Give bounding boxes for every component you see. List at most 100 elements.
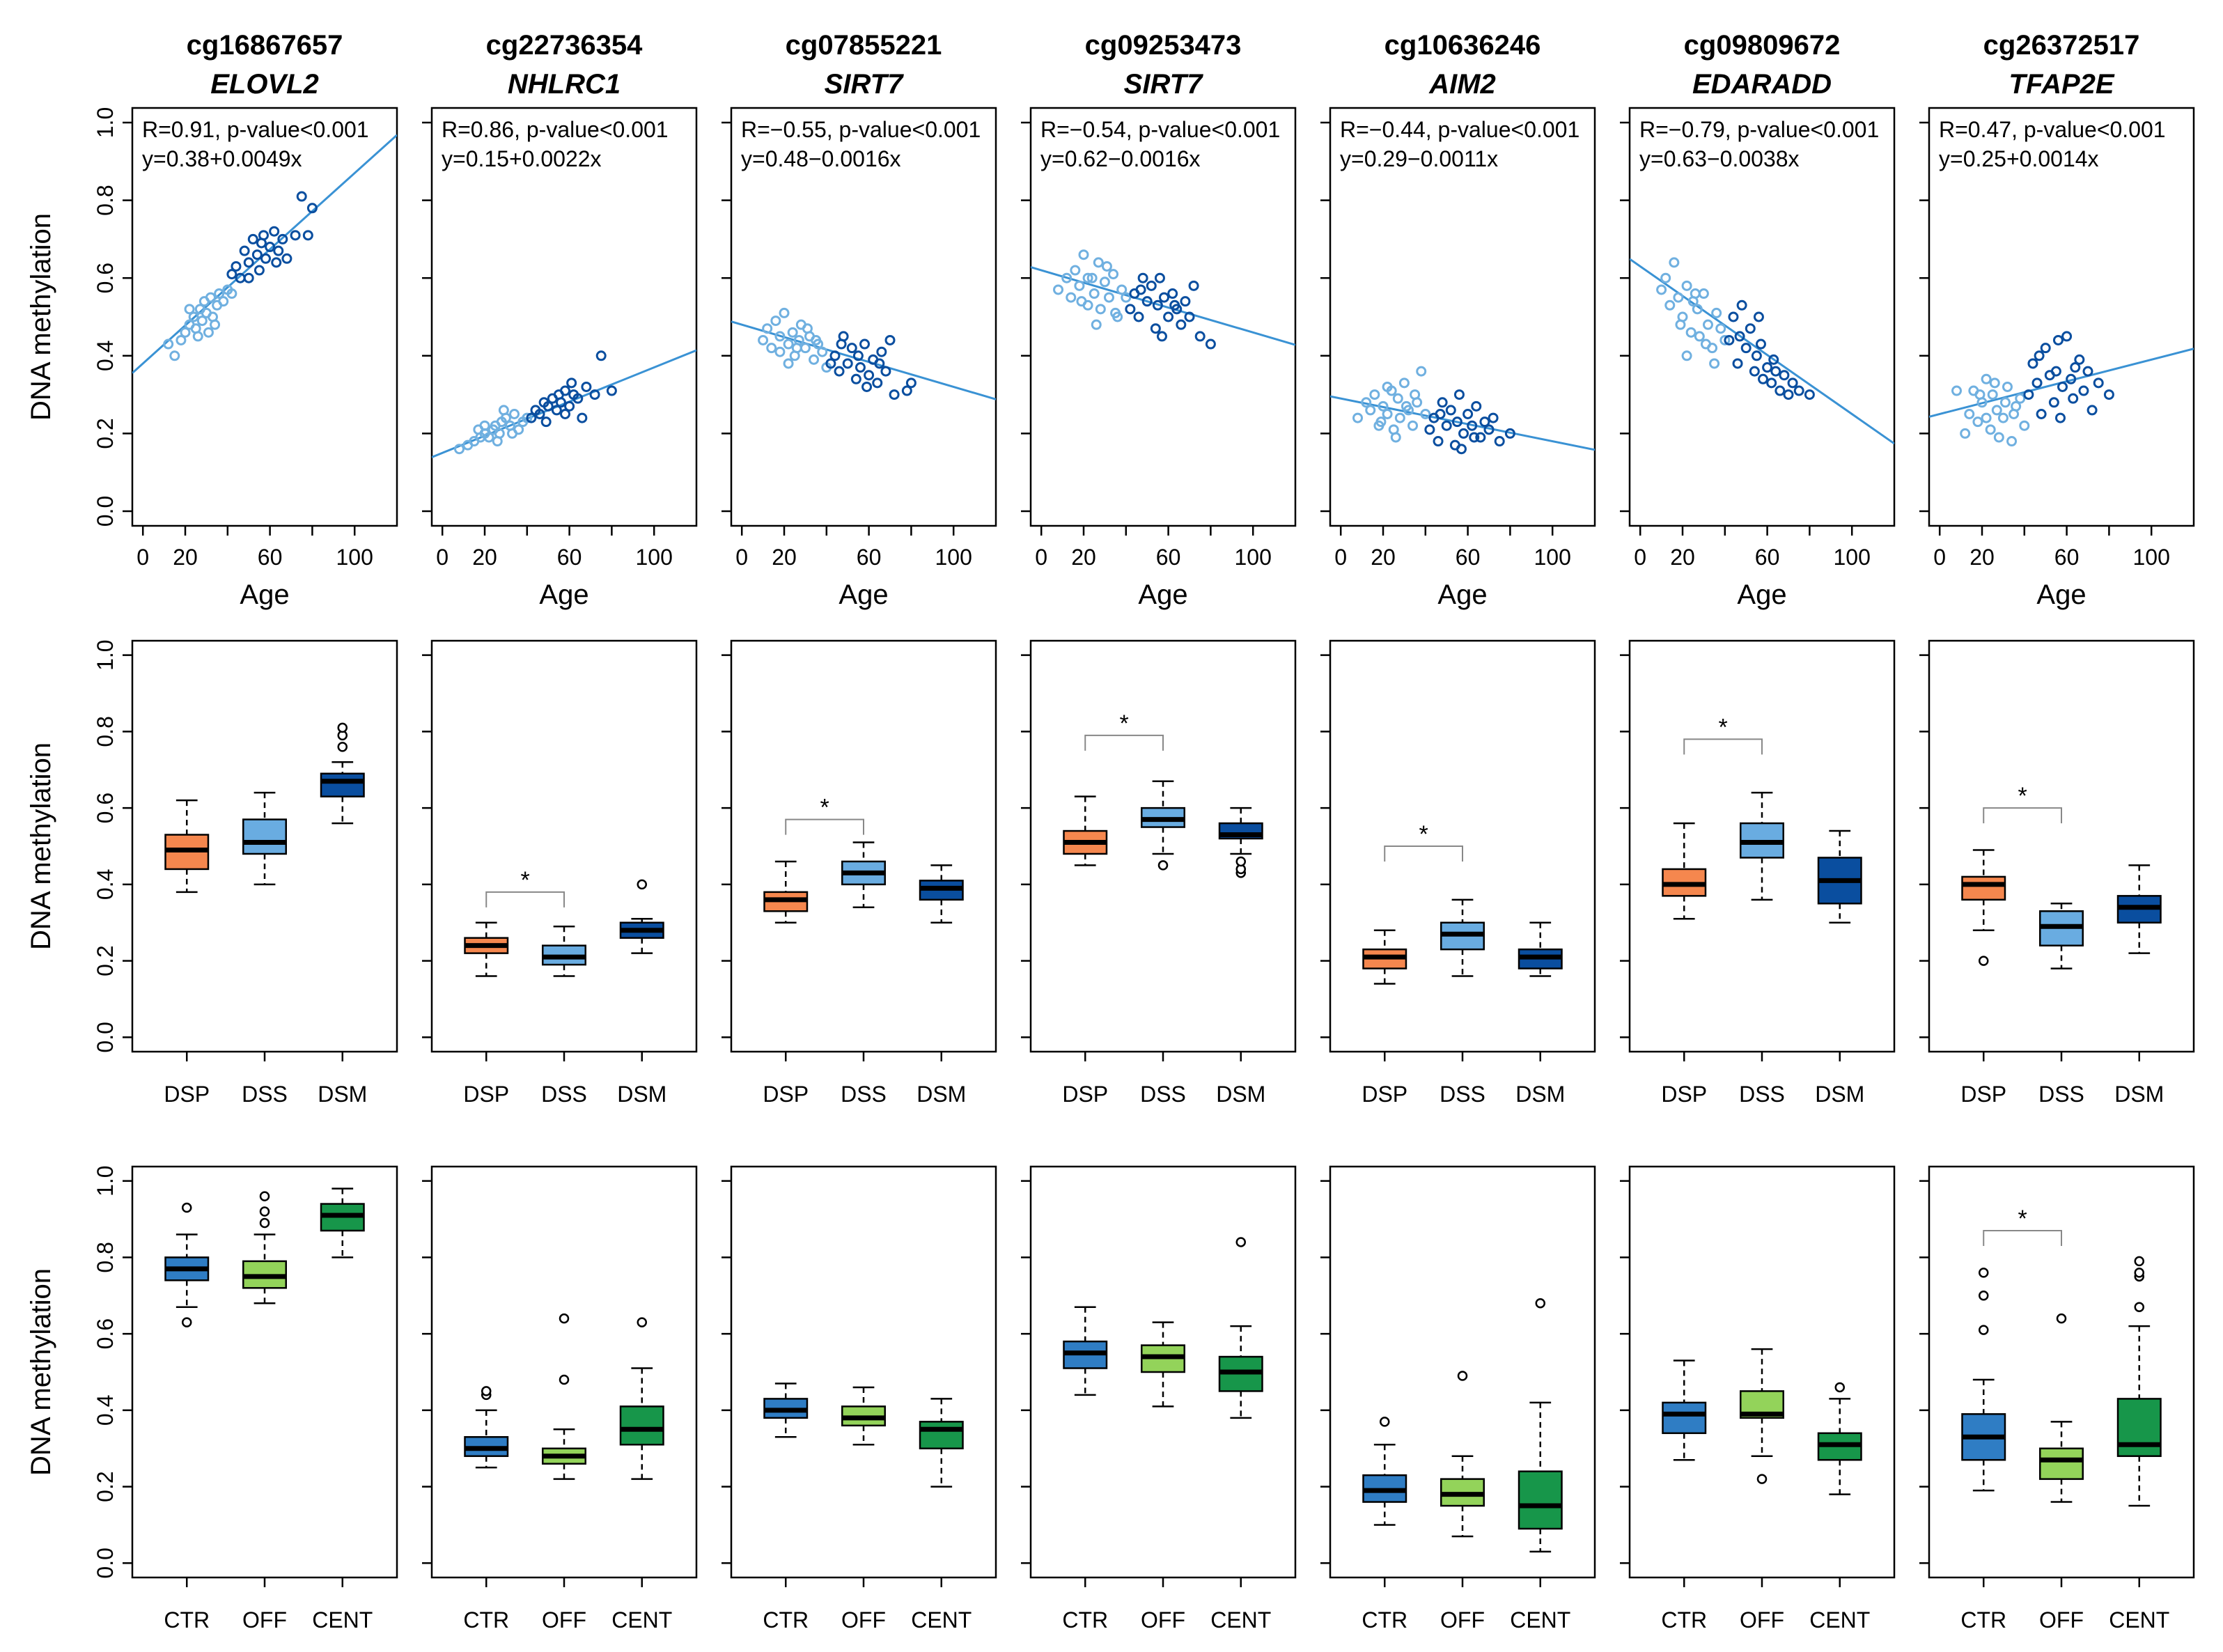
- scatter-point-old: [852, 350, 864, 361]
- scatter-point-young: [1066, 292, 1077, 303]
- scatter-point-old: [260, 253, 272, 264]
- outlier-point: [181, 1317, 192, 1327]
- scatter-point-young: [1070, 265, 1081, 276]
- scatter-point-young: [1382, 409, 1393, 419]
- outlier-point: [1978, 1268, 1989, 1278]
- scatter-point-old: [825, 358, 836, 369]
- scatter-point-old: [1469, 432, 1480, 443]
- probe-title: cg09253473: [1085, 30, 1242, 61]
- scatter-point-old: [564, 400, 575, 412]
- scatter-point-old: [1749, 366, 1760, 377]
- scatter-point-old: [1753, 311, 1764, 322]
- scatter-point-young: [1082, 272, 1093, 283]
- y-tick-label: 0.2: [93, 945, 118, 976]
- scatter-point-young: [1999, 397, 2011, 408]
- scatter-point-young: [1692, 304, 1703, 315]
- scatter-point-old: [1184, 311, 1195, 322]
- box-DSP: DSP: [1960, 849, 2006, 1107]
- group-label: DSP: [463, 1082, 509, 1107]
- scatter-point-old: [1458, 428, 1469, 439]
- scatter-point-young: [1352, 412, 1364, 423]
- box-CTR: CTR: [763, 1382, 809, 1632]
- scatter-point-old: [577, 412, 588, 423]
- outlier-point: [1235, 856, 1247, 867]
- outlier-point: [259, 1217, 270, 1229]
- scatter-point-young: [1369, 389, 1380, 400]
- scatter-point-young: [2019, 420, 2030, 431]
- scatter-point-old: [1779, 370, 1790, 381]
- scatter-point-old: [2027, 358, 2038, 369]
- scatter-point-old: [842, 358, 853, 369]
- x-tick-label: 20: [472, 545, 497, 570]
- group-label: CTR: [763, 1607, 809, 1632]
- scatter-point-old: [1125, 304, 1136, 315]
- regression-equation: y=0.15+0.0022x: [442, 146, 602, 171]
- plot-frame: [430, 1165, 698, 1579]
- scatter-point-old: [1728, 311, 1739, 322]
- y-axis-title: DNA methylation: [26, 213, 56, 421]
- outlier-point: [1978, 1291, 1989, 1301]
- scatter-point-old: [271, 257, 282, 268]
- scatter-point-old: [1133, 311, 1144, 322]
- plot-frame: [1928, 107, 2195, 527]
- scatter-point-old: [1783, 389, 1794, 400]
- regression-line: [1031, 266, 1295, 346]
- y-tick-label: 0.2: [93, 418, 118, 449]
- scatter-point-young: [1053, 284, 1064, 295]
- scatter-point-old: [1766, 377, 1777, 389]
- y-tick-label: 0.4: [93, 1395, 118, 1426]
- scatter-point-young: [1061, 272, 1072, 283]
- y-tick-label: 0.8: [93, 185, 118, 215]
- box-CTR: CTR: [164, 1202, 210, 1632]
- scatter-point-old: [901, 385, 912, 396]
- outlier-point: [181, 1202, 192, 1213]
- group-label: DSS: [1140, 1082, 1186, 1107]
- scatter-point-young: [1375, 416, 1387, 428]
- scatter-point-young: [1991, 405, 2002, 416]
- x-tick-label: 100: [935, 545, 972, 570]
- scatter-point-young: [1690, 288, 1701, 299]
- scatter-point-old: [1141, 296, 1153, 307]
- outlier-point: [1379, 1417, 1390, 1427]
- scatter-point-young: [766, 343, 777, 354]
- panel-cg16867657: cg16867657 ELOVL2 0.0 0.2 0.4 0.6 0.8 1.0 0.0 0.2…: [93, 30, 398, 1632]
- scatter-point-old: [254, 265, 265, 276]
- scatter-point-old: [2078, 385, 2089, 396]
- scatter-point-young: [1121, 292, 1132, 303]
- scatter-point-old: [1724, 334, 1735, 345]
- scatter-point-old: [581, 381, 592, 392]
- scatter-point-old: [2082, 366, 2093, 377]
- plot-frame: [1628, 107, 1896, 527]
- scatter-point-young: [1698, 288, 1709, 299]
- outlier-point: [1834, 1382, 1846, 1393]
- correlation-text: R=0.86, p-value<0.001: [442, 117, 669, 142]
- scatter-point-old: [876, 346, 887, 357]
- scatter-point-old: [281, 253, 292, 264]
- scatter-point-young: [163, 338, 174, 350]
- scatter-point-young: [473, 424, 484, 435]
- x-axis-title: Age: [2036, 579, 2086, 610]
- y-tick-label: 1.0: [93, 107, 118, 138]
- y-tick-label: 0.6: [93, 263, 118, 293]
- probe-title: cg10636246: [1384, 30, 1541, 61]
- box-CENT: CENT: [1210, 1237, 1271, 1632]
- scatter-point-young: [774, 346, 786, 357]
- plot-frame: [1029, 107, 1297, 527]
- scatter-point-old: [889, 389, 900, 400]
- y-tick-label: 0.0: [93, 1022, 118, 1052]
- x-tick-label: 100: [1834, 545, 1871, 570]
- x-tick-label: 100: [336, 545, 373, 570]
- outlier-point: [1978, 956, 1989, 966]
- y-tick-label: 0.0: [93, 496, 118, 527]
- box-OFF: OFF: [542, 1313, 586, 1632]
- scatter-point-old: [1154, 272, 1165, 283]
- scatter-point-old: [1734, 331, 1745, 342]
- scatter-point-young: [758, 334, 769, 345]
- scatter-point-old: [589, 389, 600, 400]
- scatter-point-young: [1964, 409, 1975, 419]
- panel-cg10636246: cg10636246 AIM2 R=−0.44, p-value<0.001 y=0.…: [1320, 30, 1596, 1632]
- y-tick-label: 0.0: [93, 1548, 118, 1578]
- scatter-point-old: [1188, 280, 1199, 291]
- scatter-point-old: [1774, 385, 1786, 396]
